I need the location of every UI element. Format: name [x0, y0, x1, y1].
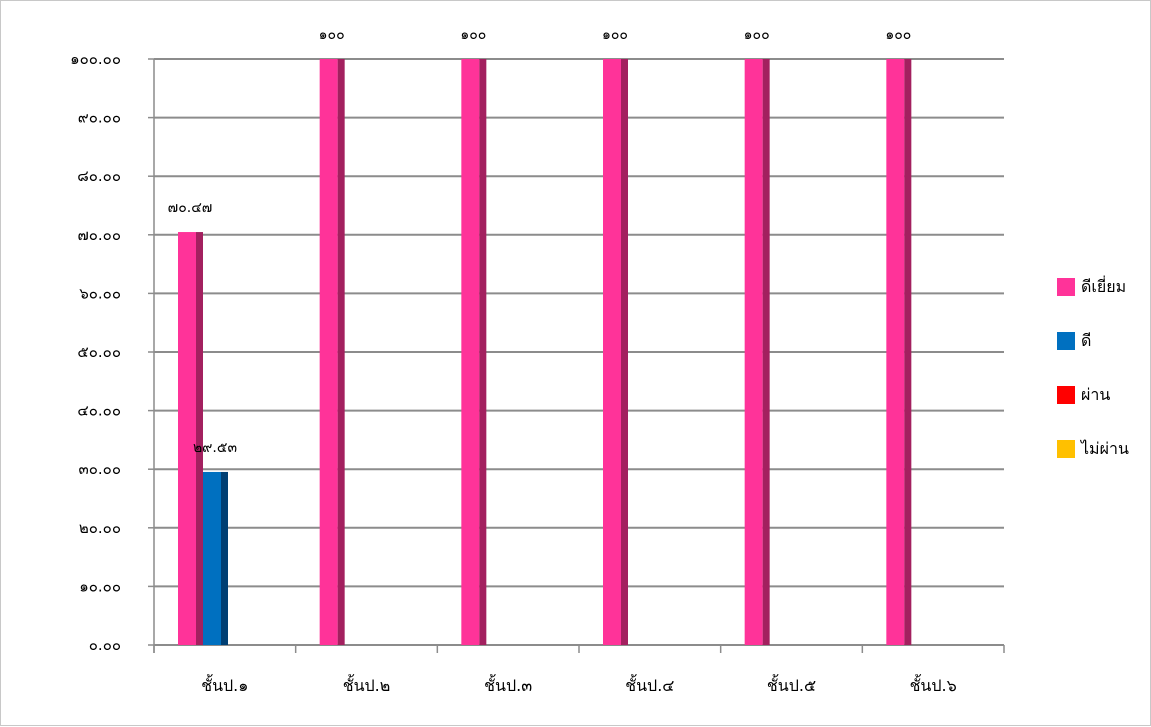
- y-tick-label: ๑๐๐.๐๐: [70, 50, 121, 68]
- x-tick-label: ชั้นป.๑: [201, 674, 248, 695]
- legend-swatch: [1057, 386, 1075, 404]
- x-tick-label: ชั้นป.๕: [767, 674, 816, 695]
- legend-label: ผ่าน: [1081, 385, 1110, 404]
- y-tick-label: ๒๐.๐๐: [79, 519, 121, 537]
- y-tick-label: ๕๐.๐๐: [77, 343, 121, 361]
- bar-side: [337, 59, 345, 645]
- data-label: ๒๙.๕๓: [193, 440, 237, 456]
- axes: [148, 58, 1005, 653]
- data-label: ๑๐๐: [744, 27, 770, 43]
- legend-label: ดี: [1081, 331, 1091, 350]
- bar-side: [221, 471, 228, 645]
- data-label: ๑๐๐: [602, 27, 628, 43]
- y-tick-label: ๐.๐๐: [89, 636, 121, 654]
- y-tick-label: ๖๐.๐๐: [79, 284, 121, 302]
- legend-label: ไม่ผ่าน: [1079, 439, 1129, 458]
- data-label: ๑๐๐: [885, 27, 911, 43]
- bar: [886, 59, 905, 645]
- legend-swatch: [1057, 440, 1075, 458]
- y-tick-label: ๓๐.๐๐: [79, 460, 122, 478]
- data-label: ๑๐๐: [460, 27, 486, 43]
- y-tick-label: ๔๐.๐๐: [77, 402, 121, 420]
- bar-side: [479, 59, 487, 645]
- y-tick-label: ๗๐.๐๐: [77, 226, 121, 244]
- bar: [203, 471, 221, 645]
- bar-side: [621, 59, 628, 645]
- x-tick-label: ชั้นป.๖: [910, 674, 957, 695]
- bar: [744, 59, 763, 645]
- x-tick-label: ชั้นป.๒: [343, 674, 391, 695]
- y-tick-labels: ๐.๐๐ ๑๐.๐๐ ๒๐.๐๐ ๓๐.๐๐ ๔๐.๐๐ ๕๐.๐๐ ๖๐.๐๐ ๗๐.๐๐ ๘…: [70, 50, 121, 654]
- bar-side: [904, 59, 912, 645]
- y-tick-label: ๙๐.๐๐: [78, 109, 121, 127]
- legend-swatch: [1057, 278, 1075, 296]
- x-tick-label: ชั้นป.๔: [625, 674, 674, 695]
- bar-side: [762, 59, 770, 645]
- y-tick-label: ๑๐.๐๐: [79, 577, 121, 595]
- bar: [178, 232, 196, 645]
- bar: [319, 59, 338, 645]
- legend-label: ดีเยี่ยม: [1081, 275, 1126, 296]
- x-tick-labels: ชั้นป.๑ ชั้นป.๒ ชั้นป.๓ ชั้นป.๔ ชั้นป.๕ ชั้นป…: [201, 674, 957, 695]
- legend-swatch: [1057, 332, 1075, 350]
- gridlines: [154, 58, 1004, 646]
- x-tick-label: ชั้นป.๓: [484, 674, 532, 695]
- data-label: ๗๐.๔๗: [168, 200, 213, 216]
- bar-side: [196, 232, 203, 645]
- bar: [603, 59, 621, 645]
- bar: [461, 59, 480, 645]
- bars: [178, 59, 912, 645]
- data-label: ๑๐๐: [319, 27, 345, 43]
- y-tick-label: ๘๐.๐๐: [77, 167, 121, 185]
